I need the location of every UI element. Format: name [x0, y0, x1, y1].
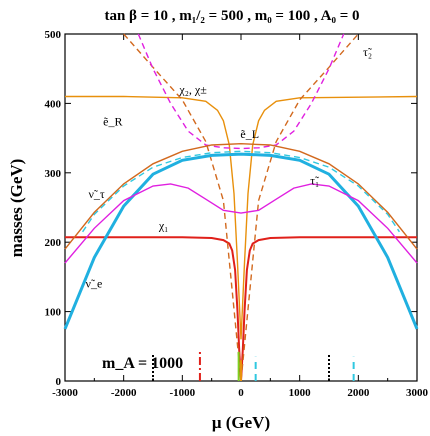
curve-label: χ₁	[158, 219, 169, 233]
y-tick-label: 300	[45, 168, 62, 180]
curve-label: ẽ_L	[240, 127, 259, 141]
series-nutau	[82, 150, 400, 233]
y-axis-label: masses (GeV)	[7, 159, 26, 258]
series-eL	[64, 142, 418, 250]
curve-label: ν̃_τ	[88, 187, 104, 201]
chart-title: tan β = 10 , m₁/₂ = 500 , m₀ = 100 , A₀ …	[104, 8, 359, 24]
x-tick-label: 1000	[289, 387, 312, 399]
x-tick-label: 3000	[406, 387, 429, 399]
x-tick-label: -2000	[111, 387, 137, 399]
x-tick-label: -3000	[52, 387, 78, 399]
series-tau1	[64, 183, 418, 264]
series-chi2	[65, 95, 418, 340]
curve-label: τ̃₁	[310, 174, 319, 188]
y-tick-label: 500	[45, 29, 62, 41]
curve-label: ν̃_e	[86, 276, 103, 290]
x-tick-label: -1000	[169, 387, 195, 399]
x-tick-label: 0	[238, 387, 244, 399]
y-tick-label: 0	[56, 376, 62, 388]
ma-annotation: m_A = 1000	[102, 355, 183, 372]
y-tick-label: 100	[45, 307, 62, 319]
curve-label: τ̃₂	[363, 45, 372, 59]
x-tick-label: 2000	[347, 387, 370, 399]
series-nue	[63, 152, 419, 330]
y-tick-label: 400	[45, 98, 62, 110]
curve-labels: χ₂, χ± ẽ_R ẽ_L τ̃₂ ν̃_τ τ̃₁ χ₁ ν̃_e	[86, 45, 373, 290]
ticks: -3000 -2000 -1000 0 1000 2000 3000 0 100 200 300 40…	[45, 29, 429, 399]
x-axis-label: μ (GeV)	[212, 413, 270, 432]
y-tick-label: 200	[45, 237, 62, 249]
plot-area: -3000 -2000 -1000 0 1000 2000 3000 0 100 200 300 40…	[45, 29, 429, 399]
vertical-markers	[152, 351, 355, 381]
curve-label: ẽ_R	[103, 115, 122, 129]
curve-label: χ₂, χ±	[178, 83, 207, 97]
